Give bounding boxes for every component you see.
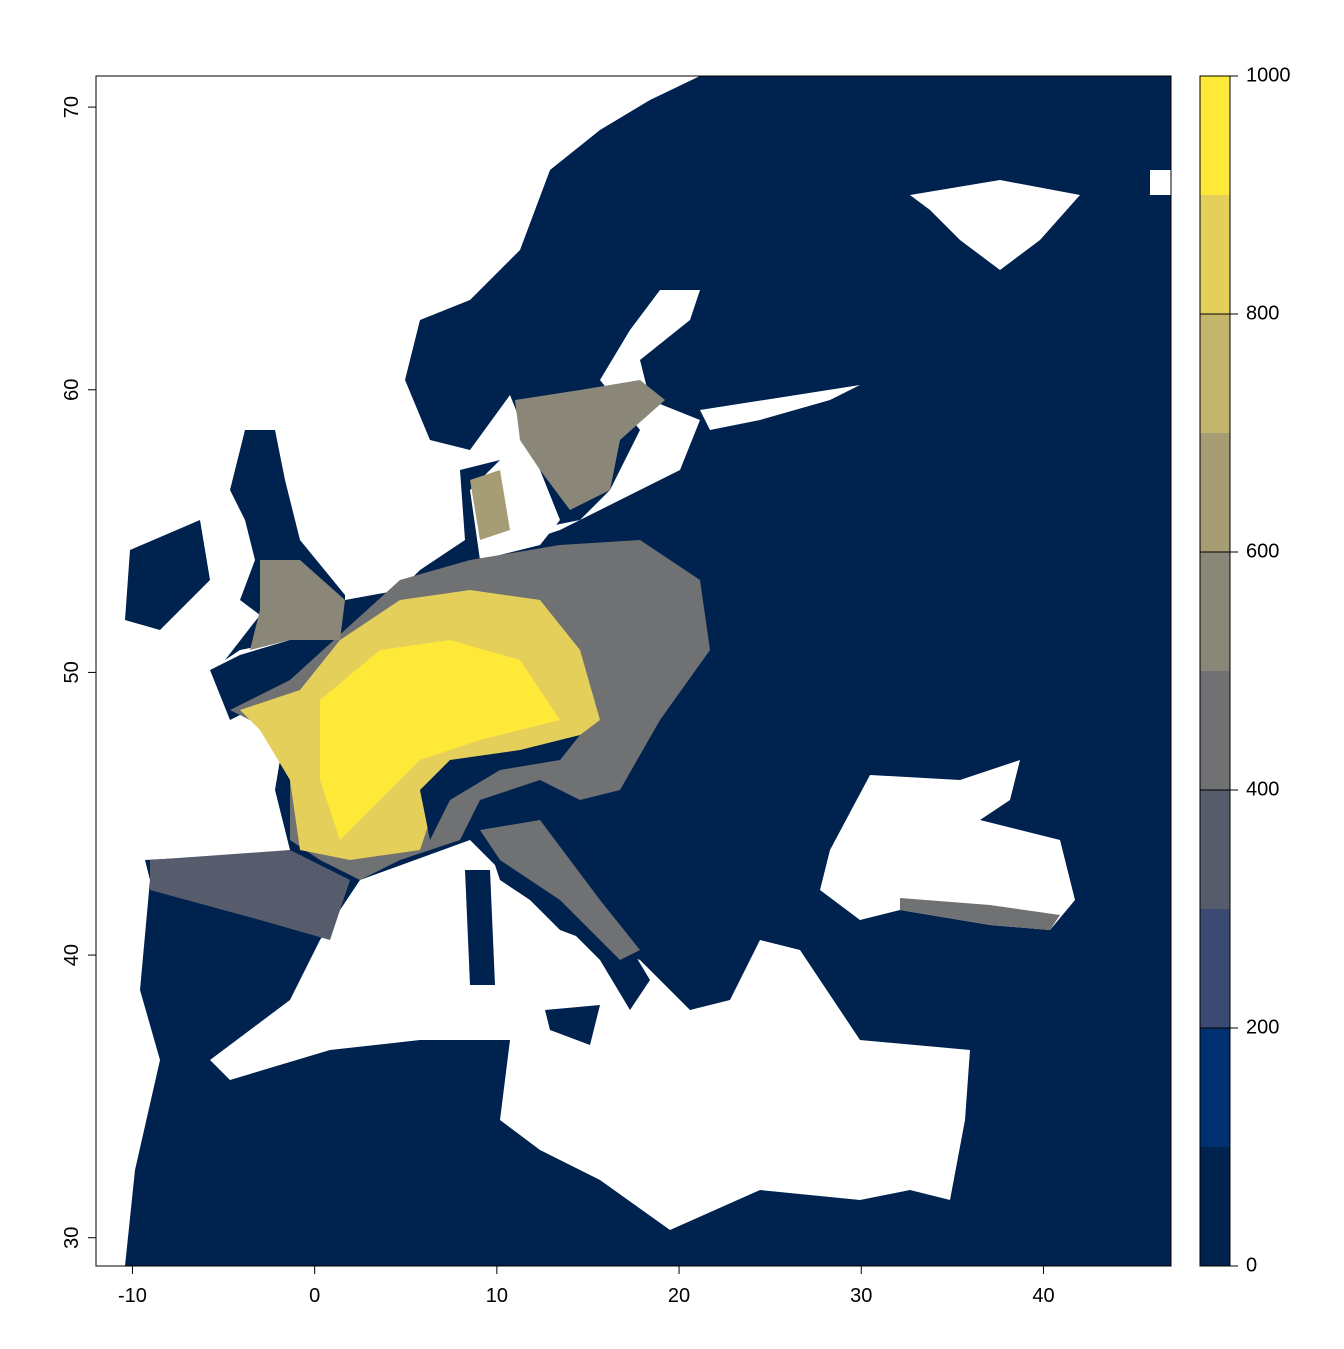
colorbar-bin: [1200, 909, 1230, 1028]
patch: [470, 470, 510, 540]
colorbar-bin: [1200, 314, 1230, 433]
white-sea: [910, 180, 1080, 270]
y-tick-label: 40: [61, 944, 83, 966]
baltic: [500, 290, 700, 550]
ireland: [125, 520, 210, 630]
colorbar-tick-label: 1000: [1246, 64, 1291, 86]
patch: [900, 898, 1060, 930]
colorbar-tick-label: 400: [1246, 778, 1279, 800]
map: [96, 76, 1171, 1266]
plot-frame: [95, 75, 1172, 1267]
patch: [320, 640, 560, 840]
y-tick-label: 50: [61, 661, 83, 683]
colorbar-tick-label: 800: [1246, 302, 1279, 324]
colorbar-bin: [1200, 671, 1230, 790]
colorbar-bin: [1200, 790, 1230, 909]
colorbar-bin: [1200, 76, 1230, 195]
x-tick-label: 10: [486, 1285, 508, 1307]
x-tick-label: 20: [668, 1285, 690, 1307]
y-tick-label: 30: [61, 1227, 83, 1249]
y-tick-label: 60: [61, 379, 83, 401]
gulf-of-finland: [700, 385, 860, 430]
patch: [515, 380, 665, 510]
x-tick-label: 30: [850, 1285, 872, 1307]
patch: [420, 735, 580, 840]
black-sea: [820, 760, 1075, 930]
y-tick-label: 70: [61, 96, 83, 118]
colorbar-bin: [1200, 1028, 1230, 1147]
patch: [480, 820, 640, 960]
colorbar-tick-label: 0: [1246, 1254, 1257, 1276]
x-tick-label: -10: [118, 1285, 147, 1307]
value-patches: [150, 380, 1060, 960]
colorbar-bin: [1200, 195, 1230, 314]
patch: [150, 850, 350, 940]
sardinia: [465, 870, 495, 985]
barents: [1150, 170, 1171, 195]
colorbar-bin: [1200, 1147, 1230, 1266]
colorbar-bin: [1200, 433, 1230, 552]
x-tick-label: 0: [309, 1285, 320, 1307]
atlantic: [96, 76, 700, 1266]
patch: [250, 560, 345, 650]
x-tick-label: 40: [1032, 1285, 1054, 1307]
colorbar-tick-label: 600: [1246, 540, 1279, 562]
colorbar-bin: [1200, 552, 1230, 671]
sicily: [545, 1005, 600, 1045]
colorbar-tick-label: 200: [1246, 1016, 1279, 1038]
